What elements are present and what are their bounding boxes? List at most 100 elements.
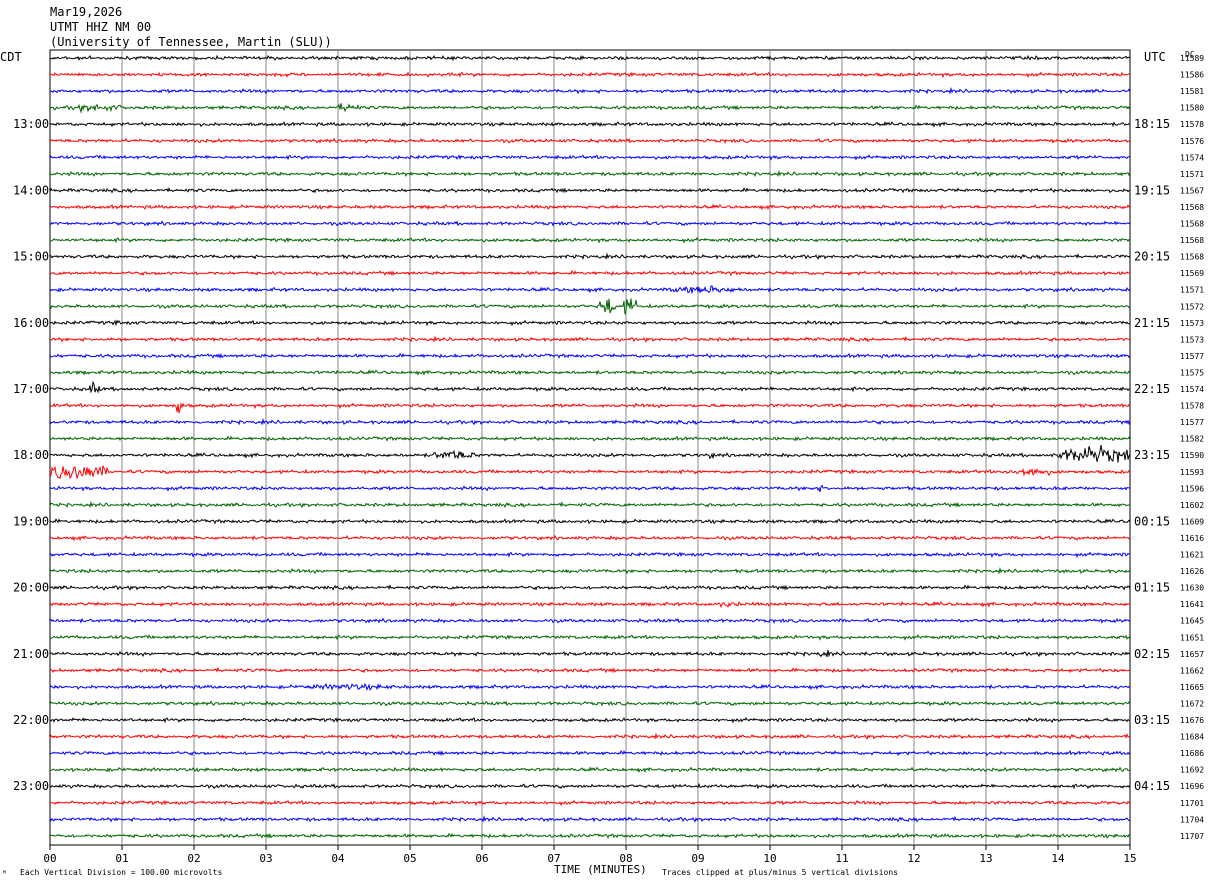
dc-label: 11586	[1180, 71, 1204, 80]
dc-label: 11701	[1180, 799, 1204, 808]
right-time-label: 20:15	[1134, 250, 1170, 264]
dc-label: 11704	[1180, 815, 1204, 824]
left-time-label: 17:00	[13, 382, 49, 396]
seismic-traces	[49, 54, 1131, 839]
dc-label: 11596	[1180, 484, 1204, 493]
trace-line-24	[49, 445, 1131, 463]
left-time-label: 20:00	[13, 581, 49, 595]
left-time-label: 19:00	[13, 514, 49, 528]
trace-line-12	[49, 252, 1131, 260]
trace-line-2	[49, 86, 1131, 95]
trace-line-31	[49, 566, 1131, 575]
dc-label: 11665	[1180, 683, 1204, 692]
trace-line-3	[49, 103, 1131, 114]
trace-line-6	[49, 154, 1130, 161]
trace-line-0	[49, 54, 1131, 62]
left-time-label: 18:00	[13, 448, 49, 462]
trace-line-42	[49, 749, 1131, 757]
left-time-label: 22:00	[13, 713, 49, 727]
trace-line-18	[49, 352, 1131, 360]
x-tick-label: 07	[547, 852, 560, 865]
x-tick-label: 10	[763, 852, 776, 865]
trace-line-45	[49, 799, 1131, 807]
right-time-labels: 18:15 19:15 20:15 21:15 22:15 23:15 00:15 01:15…	[1134, 117, 1170, 793]
trace-line-27	[49, 500, 1130, 509]
dc-label: 11616	[1180, 534, 1204, 543]
trace-line-20	[49, 380, 1131, 394]
trace-line-35	[49, 634, 1131, 641]
dc-label: 11657	[1180, 650, 1204, 659]
scale-note: Each Vertical Division = 100.00 microvol…	[20, 868, 222, 877]
dc-label: 11574	[1180, 153, 1204, 162]
trace-line-22	[49, 417, 1131, 426]
dc-label: 11672	[1180, 699, 1204, 708]
right-time-label: 02:15	[1134, 647, 1170, 661]
dc-label: 11568	[1180, 253, 1204, 262]
trace-line-26	[49, 484, 1131, 493]
trace-line-38	[49, 682, 1131, 691]
trace-line-37	[49, 666, 1131, 674]
dc-label: 11602	[1180, 501, 1204, 510]
x-tick-label: 03	[259, 852, 272, 865]
trace-line-28	[49, 518, 1131, 525]
x-tick-label: 09	[691, 852, 704, 865]
x-tick-label: 04	[331, 852, 345, 865]
trace-line-44	[49, 783, 1131, 790]
dc-label: 11577	[1180, 352, 1204, 361]
trace-line-30	[49, 551, 1131, 558]
dc-label: 11573	[1180, 335, 1204, 344]
header-date: Mar19,2026	[50, 5, 122, 19]
dc-label: 11662	[1180, 666, 1204, 675]
trace-line-10	[49, 220, 1131, 227]
header: Mar19,2026 UTMT HHZ NM 00 (University of…	[50, 5, 332, 49]
dc-label: 11676	[1180, 716, 1204, 725]
x-tick-label: 11	[835, 852, 848, 865]
dc-label: 11590	[1180, 451, 1204, 460]
left-time-labels: 13:00 14:00 15:00 16:00 17:00 18:00 19:00 20:00…	[13, 117, 49, 793]
trace-line-16	[49, 319, 1131, 327]
dc-label: 11575	[1180, 368, 1204, 377]
right-time-label: 21:15	[1134, 316, 1170, 330]
dc-label: 11696	[1180, 782, 1204, 791]
trace-line-5	[49, 137, 1131, 144]
right-time-label: 22:15	[1134, 382, 1170, 396]
trace-line-47	[49, 832, 1131, 839]
trace-line-25	[49, 465, 1131, 480]
x-tick-label: 02	[187, 852, 200, 865]
dc-offset-labels: 11589 11586 11581 11580 11578 11576 11574 11571…	[1180, 54, 1204, 841]
x-tick-label: 14	[1051, 852, 1065, 865]
dc-label: 11645	[1180, 617, 1204, 626]
x-tick-label: 06	[475, 852, 488, 865]
dc-label: 11641	[1180, 600, 1204, 609]
x-tick-label: 05	[403, 852, 416, 865]
trace-line-33	[49, 600, 1130, 609]
dc-label: 11576	[1180, 137, 1204, 146]
left-time-label: 16:00	[13, 316, 49, 330]
left-time-label: 21:00	[13, 647, 49, 661]
right-time-label: 04:15	[1134, 779, 1170, 793]
dc-label: 11568	[1180, 236, 1204, 245]
dc-label: 11626	[1180, 567, 1204, 576]
header-station: UTMT HHZ NM 00	[50, 20, 151, 34]
x-tick-label: 15	[1123, 852, 1136, 865]
plot-frame	[49, 49, 1131, 846]
right-timezone-label: UTC	[1144, 50, 1166, 64]
left-time-label: 13:00	[13, 117, 49, 131]
clip-note: Traces clipped at plus/minus 5 vertical …	[662, 868, 898, 877]
dc-label: 11621	[1180, 551, 1204, 560]
dc-label: 11569	[1180, 269, 1204, 278]
trace-line-23	[49, 435, 1131, 442]
dc-label: 11578	[1180, 402, 1204, 411]
trace-line-43	[49, 766, 1131, 774]
x-axis-title: TIME (MINUTES)	[554, 863, 647, 876]
x-tick-label: 08	[619, 852, 632, 865]
right-time-label: 00:15	[1134, 514, 1170, 528]
dc-label: 11630	[1180, 584, 1204, 593]
trace-line-39	[49, 700, 1131, 707]
trace-line-8	[49, 186, 1131, 194]
left-time-label: 15:00	[13, 250, 49, 264]
trace-line-9	[49, 203, 1131, 211]
x-tick-label: 12	[907, 852, 920, 865]
trace-line-21	[49, 402, 1130, 414]
